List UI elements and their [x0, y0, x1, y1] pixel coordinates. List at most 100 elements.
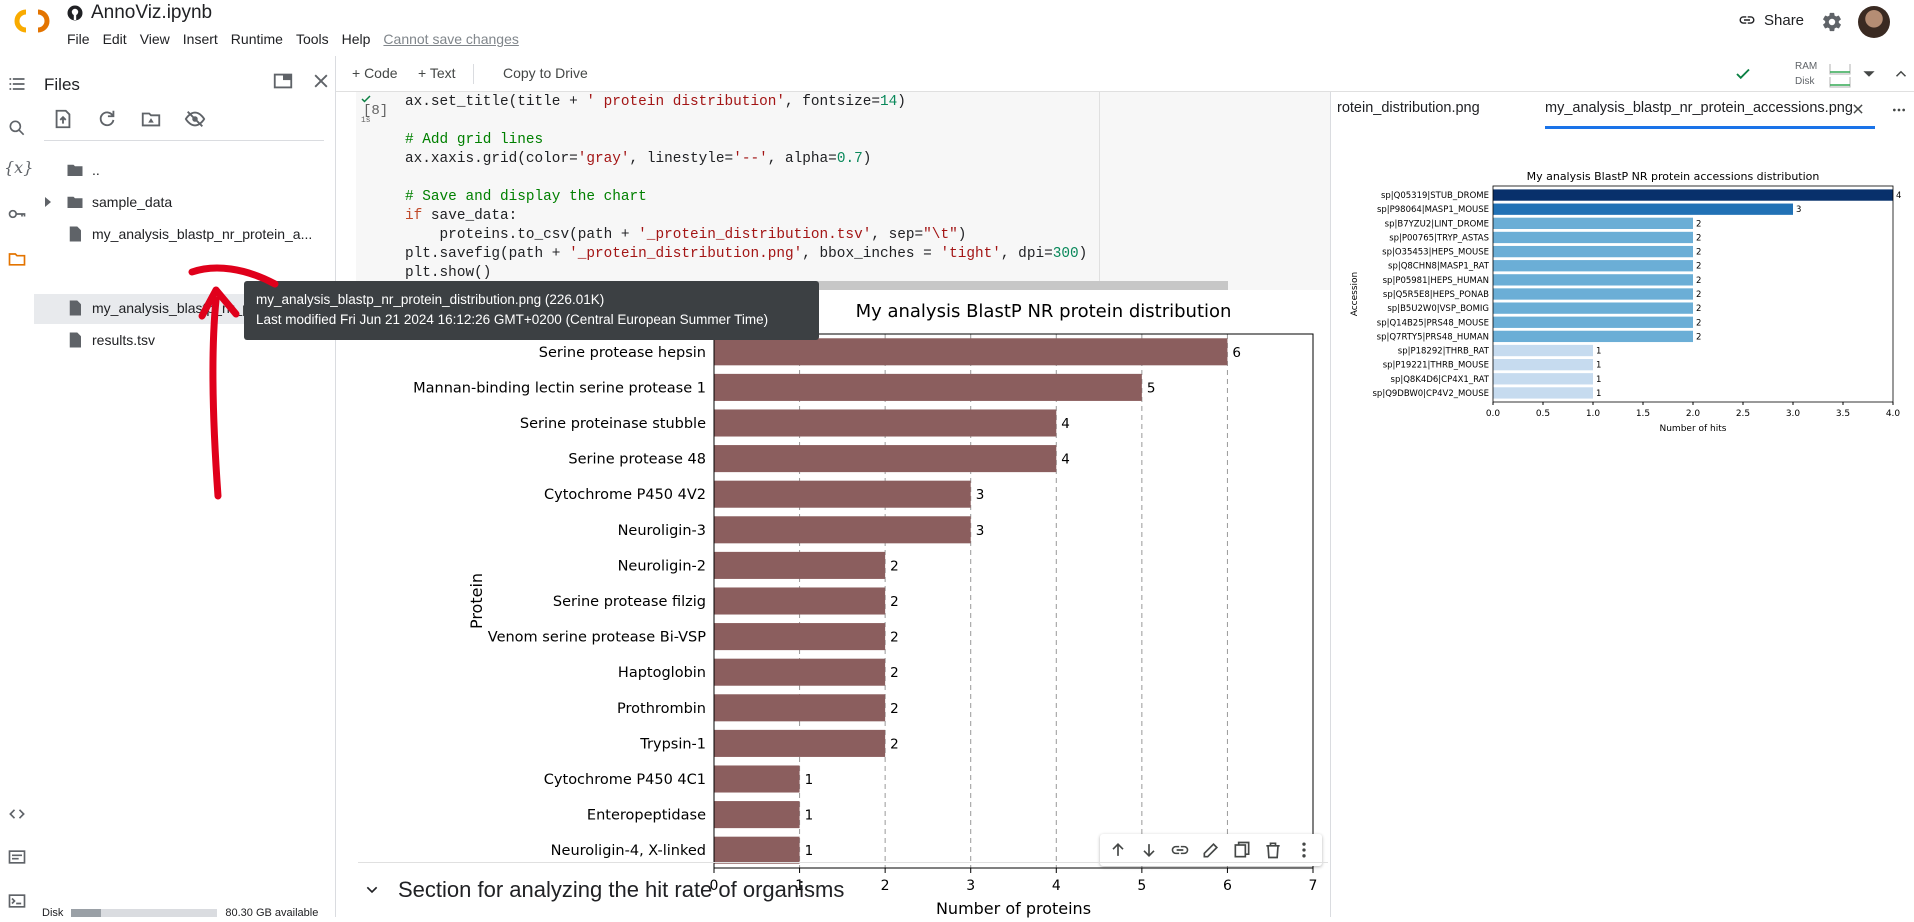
tick-label: sp|Q05319|STUB_DROME: [1381, 191, 1489, 201]
menu-edit[interactable]: Edit: [102, 31, 127, 47]
data-label: 2: [1696, 332, 1701, 342]
x-axis-label: Number of proteins: [936, 899, 1091, 918]
x-tick-label: 1: [795, 878, 804, 894]
file-item-results-tsv[interactable]: results.tsv: [34, 326, 334, 354]
share-label: Share: [1764, 11, 1805, 29]
folder-icon[interactable]: [7, 249, 27, 269]
x-tick-label: 2.0: [1686, 409, 1701, 419]
close-icon[interactable]: [1851, 102, 1865, 116]
chevron-right-icon[interactable]: [43, 197, 53, 207]
bar: [1493, 203, 1793, 215]
divider: [44, 140, 324, 141]
cannot-save-link[interactable]: Cannot save changes: [383, 31, 519, 47]
file-item-sample-data[interactable]: sample_data: [34, 188, 334, 216]
x-tick-label: 0: [710, 878, 719, 894]
file-item-accessions-png[interactable]: my_analysis_blastp_nr_protein_a...: [34, 220, 334, 248]
toc-icon[interactable]: [7, 74, 27, 94]
data-label: 2: [890, 630, 899, 646]
chevron-down-icon[interactable]: [1862, 67, 1876, 81]
search-icon[interactable]: [7, 118, 27, 138]
chart-title: My analysis BlastP NR protein distributi…: [856, 301, 1232, 322]
arrow-down-icon[interactable]: [1139, 840, 1159, 860]
file-name: my_analysis_blastp_nr_protein_a...: [92, 226, 313, 242]
tick-label: Mannan-binding lectin serine protease 1: [413, 380, 706, 396]
menu-tools[interactable]: Tools: [295, 31, 329, 47]
mirror-cell-icon[interactable]: [1232, 840, 1252, 860]
tab-accessions-png[interactable]: my_analysis_blastp_nr_protein_accessions…: [1545, 100, 1853, 116]
disk-label: Disk: [1795, 76, 1815, 87]
more-vert-icon[interactable]: [1891, 102, 1907, 118]
ram-disk-indicator[interactable]: RAM Disk: [1795, 59, 1817, 89]
tick-label: sp|B7YZU2|LINT_DROME: [1385, 219, 1489, 229]
tick-label: Prothrombin: [617, 701, 706, 717]
ram-label: RAM: [1795, 61, 1818, 72]
menu-insert[interactable]: Insert: [182, 31, 218, 47]
hide-hidden-files-icon[interactable]: [184, 108, 206, 130]
more-vert-icon[interactable]: [1294, 840, 1314, 860]
arrow-up-icon[interactable]: [1108, 840, 1128, 860]
mount-drive-icon[interactable]: [140, 108, 162, 130]
bar: [1493, 316, 1693, 328]
data-label: 2: [890, 736, 899, 752]
section-header[interactable]: Section for analyzing the hit rate of or…: [358, 862, 1328, 917]
bar: [714, 801, 800, 829]
tick-label: sp|P19221|THRB_MOUSE: [1383, 361, 1489, 371]
notebook-title[interactable]: AnnoViz.ipynb: [91, 2, 213, 23]
tick-label: sp|Q9DBW0|CP4V2_MOUSE: [1373, 389, 1490, 399]
menu-bar: File Edit View Insert Runtime Tools Help…: [67, 31, 519, 47]
disk-usage: Disk 80.30 GB available: [42, 907, 318, 919]
add-text-button[interactable]: + Text: [418, 65, 456, 81]
key-icon[interactable]: [7, 204, 27, 224]
tick-label: Venom serine protease Bi-VSP: [488, 630, 706, 646]
refresh-icon[interactable]: [96, 108, 118, 130]
delete-icon[interactable]: [1263, 840, 1283, 860]
new-window-icon[interactable]: [272, 70, 294, 92]
resource-graph: [1829, 64, 1851, 88]
tick-label: Serine protease hepsin: [539, 345, 706, 361]
menu-file[interactable]: File: [67, 31, 90, 47]
copy-to-drive-button[interactable]: Copy to Drive: [503, 65, 588, 81]
code-editor[interactable]: ax.set_title(title + ' protein distribut…: [405, 94, 1088, 281]
link-icon[interactable]: [1170, 840, 1190, 860]
bar: [1493, 330, 1693, 343]
horizontal-scrollbar[interactable]: [812, 281, 1228, 290]
share-button[interactable]: Share: [1738, 11, 1804, 29]
add-code-button[interactable]: + Code: [352, 65, 398, 81]
gear-icon[interactable]: [1821, 11, 1843, 33]
bar: [1493, 344, 1593, 357]
bar: [714, 765, 800, 793]
chevron-up-icon[interactable]: [1892, 65, 1910, 83]
avatar[interactable]: [1858, 6, 1890, 38]
disk-bar: [71, 909, 218, 917]
menu-view[interactable]: View: [139, 31, 170, 47]
menu-help[interactable]: Help: [341, 31, 371, 47]
colab-logo[interactable]: [10, 6, 54, 36]
tick-label: Serine proteinase stubble: [520, 416, 706, 432]
disk-label: Disk: [42, 907, 64, 919]
file-name: sample_data: [92, 194, 173, 210]
notebook-area: 1s [8] ax.set_title(title + ' protein di…: [336, 92, 1436, 918]
tick-label: Serine protease 48: [568, 452, 706, 468]
x-tick-label: 4.0: [1886, 409, 1901, 419]
file-item-parent[interactable]: ..: [34, 156, 334, 184]
upload-icon[interactable]: [52, 108, 74, 130]
exec-count: [8]: [363, 103, 389, 119]
tick-label: sp|P98064|MASP1_MOUSE: [1377, 205, 1489, 215]
data-label: 1: [1596, 361, 1601, 371]
chevron-down-icon[interactable]: [364, 882, 380, 898]
terminal-icon[interactable]: [7, 891, 27, 911]
edit-icon[interactable]: [1201, 840, 1221, 860]
code-cell[interactable]: 1s [8] ax.set_title(title + ' protein di…: [356, 92, 1436, 290]
section-title: Section for analyzing the hit rate of or…: [398, 877, 845, 902]
command-palette-icon[interactable]: [7, 847, 27, 867]
variables-icon[interactable]: {x}: [4, 158, 34, 177]
data-label: 2: [1696, 248, 1701, 258]
close-icon[interactable]: [311, 71, 331, 91]
data-label: 1: [805, 843, 814, 859]
tab-distribution-png[interactable]: rotein_distribution.png: [1337, 100, 1480, 116]
data-label: 4: [1061, 416, 1070, 432]
bar: [1493, 217, 1693, 229]
menu-runtime[interactable]: Runtime: [230, 31, 283, 47]
code-snippets-icon[interactable]: [7, 804, 27, 824]
data-label: 1: [805, 772, 814, 788]
